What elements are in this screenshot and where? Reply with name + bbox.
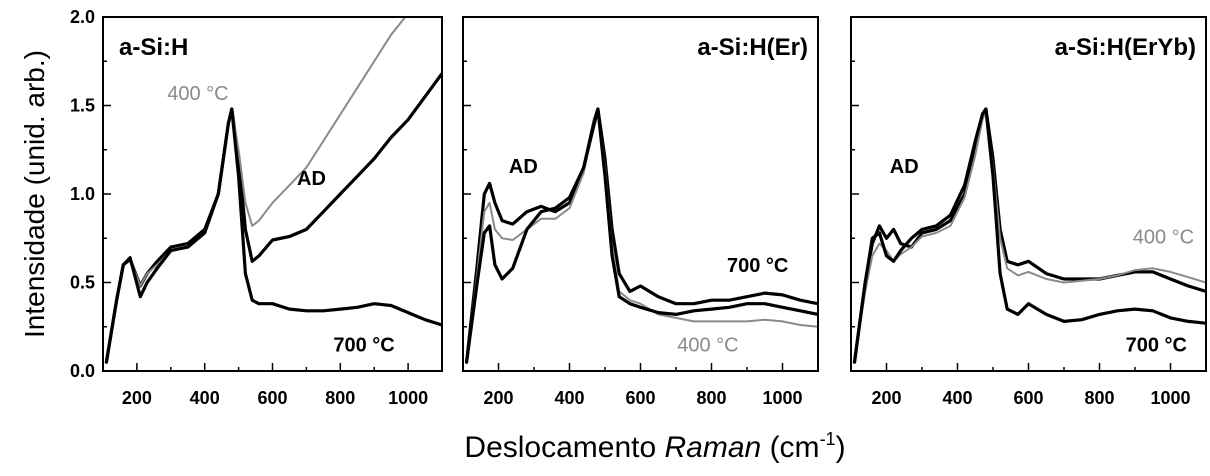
x-tick-label: 800: [696, 388, 726, 408]
x-tick-label: 800: [325, 388, 355, 408]
panel-title: a-Si:H(ErYb): [1055, 34, 1196, 61]
x-tick-label: 200: [483, 388, 513, 408]
annotation-label: AD: [509, 156, 538, 178]
annotation-label: 400 °C: [677, 335, 738, 357]
chart-panel-3: 200 400 600 800 1000 a-Si:H(ErYb) AD 400 °C 700 …: [850, 16, 1207, 408]
x-axis-label-part: (cm: [761, 431, 819, 464]
series-line-3: [104, 107, 442, 364]
plot-frame: [850, 16, 1207, 372]
annotation-label: 400 °C: [1133, 227, 1194, 249]
series-line-3: [465, 107, 818, 364]
y-tick-label: 0.5: [70, 273, 95, 293]
series-line-1: [104, 72, 442, 364]
x-tick-label: 400: [942, 388, 972, 408]
plot-frame: [462, 16, 819, 372]
annotation-label: 700 °C: [1126, 335, 1187, 357]
y-tick-label: 0.0: [70, 361, 95, 381]
x-tick-label: 1000: [1150, 388, 1190, 408]
y-tick-label: 1.5: [70, 96, 95, 116]
panel-title: a-Si:H: [119, 34, 188, 61]
x-tick-label: 200: [871, 388, 901, 408]
x-tick-label: 600: [1013, 388, 1043, 408]
annotation-label: 400 °C: [167, 83, 228, 105]
series-line-2: [105, 17, 407, 364]
plot-frame: [102, 16, 443, 372]
annotation-label: AD: [890, 156, 919, 178]
panel-title: a-Si:H(Er): [697, 34, 808, 61]
x-axis-label-part: -1: [820, 429, 836, 449]
series-line-2: [465, 108, 818, 364]
x-tick-label: 600: [257, 388, 287, 408]
annotation-label: 700 °C: [727, 255, 788, 277]
x-tick-label: 400: [190, 388, 220, 408]
y-tick-label: 2.0: [70, 7, 95, 27]
chart-panel-1: 200 400 600 800 1000 0.0 0.5 1.0 1.5 2.0 a-Si:H 400…: [70, 7, 443, 408]
x-axis-label-part: Raman: [665, 431, 762, 464]
annotation-label: 700 °C: [333, 335, 394, 357]
x-axis-label: Deslocamento Raman (cm-1): [464, 429, 845, 464]
y-tick-label: 1.0: [70, 184, 95, 204]
chart-panel-2: 200 400 600 800 1000 a-Si:H(Er) AD 700 °C 400 °C: [462, 16, 819, 408]
x-axis-label-part: ): [836, 431, 846, 464]
series-line-1: [465, 107, 818, 364]
x-tick-label: 1000: [388, 388, 428, 408]
x-axis-label-part: Deslocamento: [464, 431, 664, 464]
x-tick-label: 600: [625, 388, 655, 408]
x-tick-label: 1000: [762, 388, 802, 408]
annotation-label: AD: [297, 168, 326, 190]
x-tick-label: 800: [1084, 388, 1114, 408]
x-tick-label: 200: [122, 388, 152, 408]
y-axis-label: Intensidade (unid. arb.): [19, 50, 50, 338]
series-line-3: [852, 107, 1206, 364]
x-tick-label: 400: [554, 388, 584, 408]
